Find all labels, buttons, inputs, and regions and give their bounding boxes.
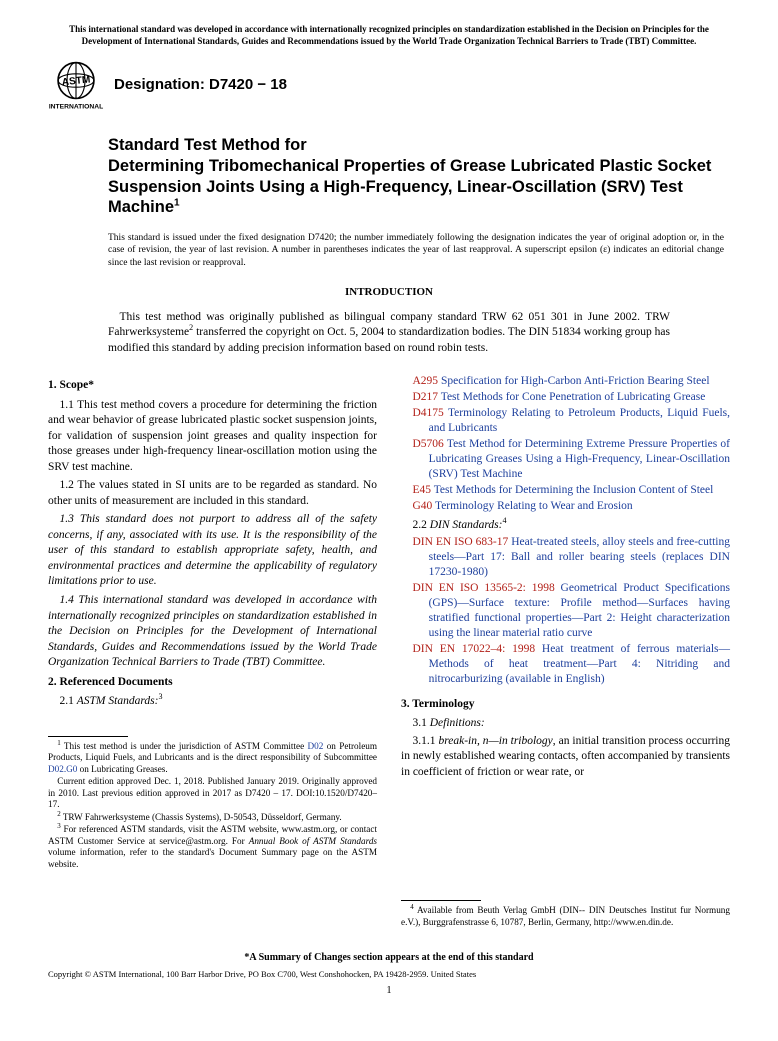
s3-1-title: Definitions: <box>430 717 485 729</box>
footnote-1-p2: Current edition approved Dec. 1, 2018. P… <box>48 776 377 811</box>
fn1-link-d02[interactable]: D02 <box>308 741 324 751</box>
s1-2: 1.2 The values stated in SI units are to… <box>48 478 377 509</box>
fn1-c: on Lubricating Greases. <box>77 764 167 774</box>
s1-3: 1.3 This standard does not purport to ad… <box>48 512 377 590</box>
ref-code: DIN EN ISO 683-17 <box>413 536 509 548</box>
ref-item[interactable]: DIN EN ISO 683-17 Heat-treated steels, a… <box>401 535 730 580</box>
ref-code: G40 <box>413 500 433 512</box>
ref-code: E45 <box>413 484 432 496</box>
ref-code: A295 <box>413 375 439 387</box>
ref-code: D217 <box>413 391 439 403</box>
s3-1-1-pre: 3.1.1 <box>413 735 439 747</box>
title-text: Determining Tribomechanical Properties o… <box>108 157 711 216</box>
ref-title: Terminology Relating to Wear and Erosion <box>432 500 632 512</box>
astm-logo: INTERNATIONAL ASTM <box>48 57 104 113</box>
s1-4: 1.4 This international standard was deve… <box>48 593 377 671</box>
left-column: 1. Scope* 1.1 This test method covers a … <box>48 374 377 929</box>
s2-2-label: 2.2 <box>413 519 430 531</box>
s1-heading: 1. Scope* <box>48 378 377 394</box>
fn3-i: Annual Book of ASTM Standards <box>249 836 377 846</box>
ref-item[interactable]: G40 Terminology Relating to Wear and Ero… <box>401 499 730 514</box>
fn3-b: volume information, refer to the standar… <box>48 847 377 869</box>
two-columns: 1. Scope* 1.1 This test method covers a … <box>48 374 730 929</box>
s2-2-title: DIN Standards: <box>430 519 503 531</box>
title-block: Standard Test Method for Determining Tri… <box>108 135 730 218</box>
s1-4-text: 1.4 This international standard was deve… <box>48 594 377 668</box>
intro-text-b: transferred the copyright on Oct. 5, 200… <box>108 326 670 354</box>
footnote-4: 4 Available from Beuth Verlag GmbH (DIN-… <box>401 905 730 928</box>
ref-item[interactable]: DIN EN ISO 13565-2: 1998 Geometrical Pro… <box>401 581 730 641</box>
footnote-3: 3 For referenced ASTM standards, visit t… <box>48 824 377 870</box>
s2-1: 2.1 ASTM Standards:3 <box>48 694 377 710</box>
copyright: Copyright © ASTM International, 100 Barr… <box>48 969 730 980</box>
s3-1: 3.1 Definitions: <box>401 716 730 732</box>
s2-2-sup: 4 <box>502 516 506 525</box>
ref-title: Specification for High-Carbon Anti-Frict… <box>438 375 709 387</box>
ref-item[interactable]: D217 Test Methods for Cone Penetration o… <box>401 390 730 405</box>
ref-title: Test Method for Determining Extreme Pres… <box>429 438 730 480</box>
intro-text: This test method was originally publishe… <box>108 310 670 357</box>
ref-code: DIN EN 17022–4: 1998 <box>413 643 536 655</box>
s2-1-title: ASTM Standards: <box>77 695 159 707</box>
s3-1-1-term: break-in, n—in tribology <box>438 735 552 747</box>
ref-item[interactable]: A295 Specification for High-Carbon Anti-… <box>401 374 730 389</box>
top-notice: This international standard was develope… <box>48 24 730 47</box>
ref-item[interactable]: E45 Test Methods for Determining the Inc… <box>401 483 730 498</box>
fn2-text: TRW Fahrwerksysteme (Chassis Systems), D… <box>61 812 342 822</box>
s2-2: 2.2 DIN Standards:4 <box>401 518 730 534</box>
footnote-1: 1 This test method is under the jurisdic… <box>48 741 377 776</box>
fn4-text: Available from Beuth Verlag GmbH (DIN-- … <box>401 905 730 927</box>
s3-1-1: 3.1.1 break-in, n—in tribology, an initi… <box>401 734 730 781</box>
footnote-rule-left <box>48 736 128 737</box>
intro-heading: INTRODUCTION <box>48 285 730 300</box>
issue-note: This standard is issued under the fixed … <box>108 232 730 269</box>
fn1-a: This test method is under the jurisdicti… <box>61 741 308 751</box>
ref-item[interactable]: DIN EN 17022–4: 1998 Heat treatment of f… <box>401 642 730 687</box>
fn1-link-d02g0[interactable]: D02.G0 <box>48 764 77 774</box>
din-ref-list: DIN EN ISO 683-17 Heat-treated steels, a… <box>401 535 730 686</box>
right-column: A295 Specification for High-Carbon Anti-… <box>401 374 730 929</box>
s2-1-sup: 3 <box>158 692 162 701</box>
s3-1-label: 3.1 <box>413 717 430 729</box>
page-number: 1 <box>48 984 730 998</box>
s2-1-label: 2.1 <box>60 695 77 707</box>
svg-text:INTERNATIONAL: INTERNATIONAL <box>49 104 103 111</box>
ref-item[interactable]: D4175 Terminology Relating to Petroleum … <box>401 406 730 436</box>
s2-heading: 2. Referenced Documents <box>48 675 377 691</box>
ref-title: Test Methods for Determining the Inclusi… <box>431 484 713 496</box>
astm-ref-list: A295 Specification for High-Carbon Anti-… <box>401 374 730 513</box>
title-line-1: Standard Test Method for <box>108 135 730 156</box>
ref-code: D4175 <box>413 407 444 419</box>
title-sup: 1 <box>174 198 180 209</box>
summary-changes-note: *A Summary of Changes section appears at… <box>48 951 730 965</box>
s1-1: 1.1 This test method covers a procedure … <box>48 398 377 476</box>
title-line-2: Determining Tribomechanical Properties o… <box>108 156 730 218</box>
ref-code: D5706 <box>413 438 444 450</box>
ref-title: Test Methods for Cone Penetration of Lub… <box>438 391 705 403</box>
ref-title: Terminology Relating to Petroleum Produc… <box>429 407 730 434</box>
s1-3-text: 1.3 This standard does not purport to ad… <box>48 513 377 587</box>
header-row: INTERNATIONAL ASTM Designation: D7420 − … <box>48 57 730 113</box>
footnote-rule-right <box>401 900 481 901</box>
footnote-2: 2 TRW Fahrwerksysteme (Chassis Systems),… <box>48 812 377 824</box>
ref-item[interactable]: D5706 Test Method for Determining Extrem… <box>401 437 730 482</box>
s3-heading: 3. Terminology <box>401 697 730 713</box>
ref-code: DIN EN ISO 13565-2: 1998 <box>413 582 555 594</box>
designation: Designation: D7420 − 18 <box>114 75 287 95</box>
